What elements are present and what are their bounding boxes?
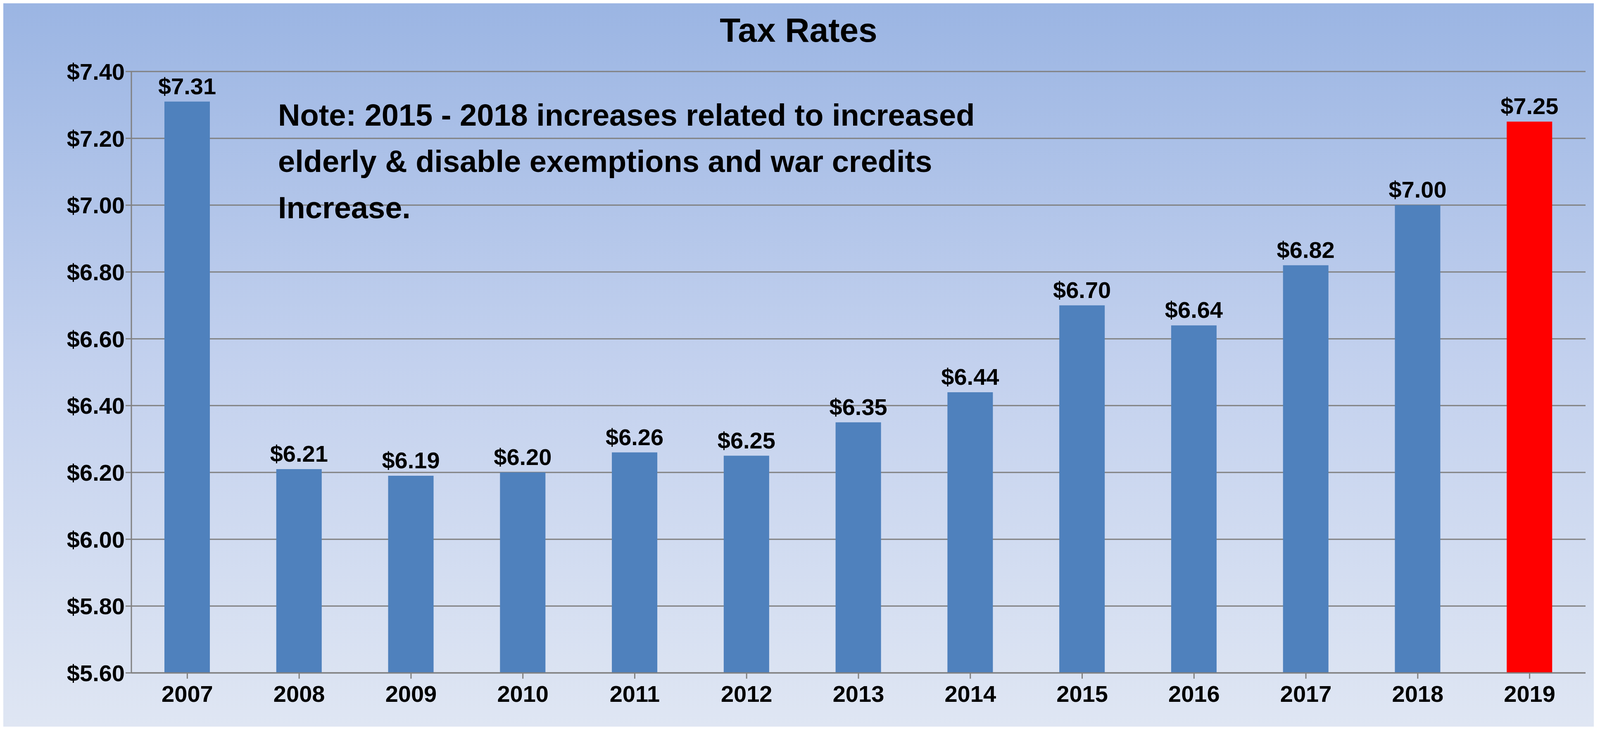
svg-text:$6.20: $6.20 [493, 443, 552, 470]
svg-text:2010: 2010 [496, 680, 549, 707]
svg-text:$6.19: $6.19 [381, 446, 440, 474]
svg-text:$6.64: $6.64 [1164, 296, 1223, 323]
svg-text:2012: 2012 [720, 680, 773, 707]
svg-text:$7.00: $7.00 [1388, 176, 1447, 203]
svg-text:$6.82: $6.82 [1276, 236, 1335, 263]
svg-text:$6.35: $6.35 [829, 393, 888, 420]
svg-text:2008: 2008 [273, 680, 326, 707]
html-text:Tax Rates: Tax Rates [719, 11, 878, 49]
svg-text:$6.80: $6.80 [66, 259, 125, 286]
svg-text:2007: 2007 [161, 680, 214, 707]
svg-text:$6.21: $6.21 [270, 440, 329, 467]
html-text:Increase.: Increase. [278, 190, 411, 225]
svg-text:$6.00: $6.00 [66, 526, 125, 553]
svg-text:$6.60: $6.60 [66, 325, 125, 352]
svg-text:$5.60: $5.60 [66, 659, 125, 686]
svg-text:$7.25: $7.25 [1500, 92, 1559, 119]
html-text:Note: 2015 - 2018 increases re: Note: 2015 - 2018 increases related to i… [278, 97, 975, 133]
svg-text:$6.70: $6.70 [1053, 276, 1111, 303]
svg-text:2009: 2009 [385, 680, 438, 707]
svg-text:$7.31: $7.31 [158, 73, 217, 100]
svg-text:2011: 2011 [609, 680, 661, 707]
svg-text:$6.40: $6.40 [66, 392, 125, 419]
svg-text:$7.20: $7.20 [66, 125, 125, 152]
svg-text:2013: 2013 [832, 680, 885, 707]
svg-text:$7.00: $7.00 [66, 192, 125, 219]
svg-text:$6.44: $6.44 [941, 363, 999, 390]
svg-text:$6.25: $6.25 [717, 427, 776, 454]
svg-text:$5.80: $5.80 [66, 592, 125, 619]
svg-text:$7.40: $7.40 [66, 58, 125, 85]
svg-text:2018: 2018 [1392, 680, 1444, 707]
svg-text:2016: 2016 [1168, 680, 1220, 707]
svg-text:2019: 2019 [1503, 680, 1556, 707]
svg-text:2015: 2015 [1056, 680, 1108, 707]
svg-text:2017: 2017 [1280, 680, 1332, 707]
html-text:elderly & disable exemptions a: elderly & disable exemptions and war cre… [278, 144, 933, 179]
svg-text:$6.26: $6.26 [605, 423, 664, 450]
svg-text:$6.20: $6.20 [66, 459, 125, 486]
svg-text:2014: 2014 [944, 680, 997, 707]
